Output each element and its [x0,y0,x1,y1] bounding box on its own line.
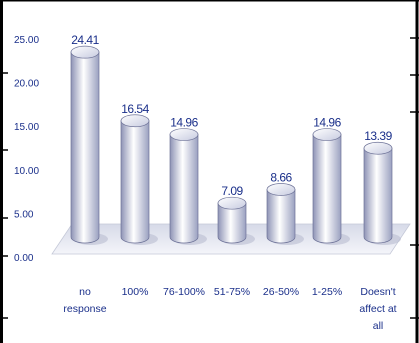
value-label: 14.96 [313,116,341,130]
bar [217,196,255,245]
bar-body [266,189,296,244]
bar [70,45,108,245]
bar-body [363,147,393,244]
bar-top [312,128,342,141]
bar-top [120,114,150,128]
bar [266,183,304,245]
bar [120,114,158,245]
x-axis: no response 100% 76-100% 51-75% 26-50% 1-25% Do… [63,286,396,332]
bar-body [120,120,150,244]
bar [312,128,350,245]
value-label: 24.41 [71,33,99,47]
y-tick-label: 25.00 [14,35,39,46]
value-label: 13.39 [364,129,392,143]
bar-top [363,141,393,155]
bar-body [217,202,247,244]
x-tick-label: Doesn't affect at all [359,286,396,332]
x-tick-label: 100% [122,286,149,298]
y-tick-label: 20.00 [14,79,39,90]
bar-top [217,196,247,210]
bar-top [266,183,296,196]
bars [70,45,401,245]
bar-body [169,134,199,244]
bar-top [169,128,199,141]
x-tick-label: 1-25% [312,286,342,298]
bar-body [70,51,100,244]
bar [363,141,401,245]
bar-body [312,134,342,244]
y-tick-label: 5.00 [14,209,34,220]
x-tick-label: 76-100% [163,286,205,298]
y-axis: 0.00 5.00 10.00 15.00 20.00 25.00 [14,35,39,264]
y-tick-label: 15.00 [14,122,39,133]
y-tick-label: 0.00 [14,253,34,264]
y-tick-label: 10.00 [14,166,39,177]
x-tick-label: 26-50% [263,286,299,298]
value-label: 16.54 [121,102,149,116]
value-label: 14.96 [170,116,198,130]
value-label: 8.66 [270,170,292,184]
value-labels: 24.41 16.54 14.96 7.09 8.66 14.96 13.39 [71,33,393,198]
value-label: 7.09 [221,184,243,198]
x-tick-label: 51-75% [214,286,250,298]
x-tick-label: no response [63,286,106,315]
bar [169,128,207,245]
bar-top [70,45,100,59]
